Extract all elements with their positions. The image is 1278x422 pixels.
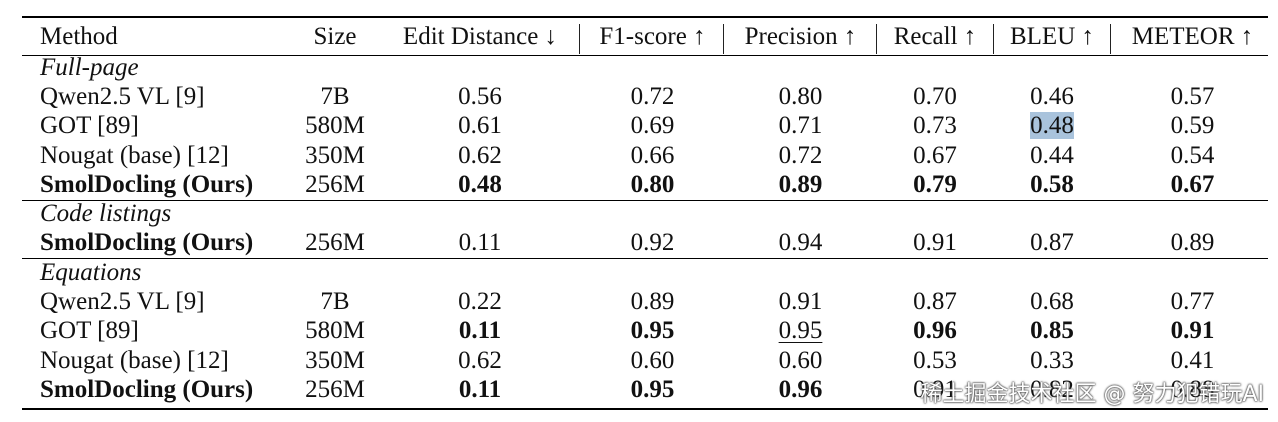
value-cell: 0.95 (630, 375, 675, 403)
value-cell: 0.96 (913, 317, 957, 345)
value-cell: 0.80 (778, 83, 823, 111)
header-separator (579, 24, 580, 54)
method-cell: SmolDocling (Ours) (40, 229, 254, 257)
value-cell: 0.60 (630, 346, 675, 374)
header-rule (22, 55, 1268, 56)
section-rule-2 (22, 258, 1268, 259)
value-cell: 0.88 (1170, 375, 1215, 403)
value-cell: 0.44 (1030, 141, 1074, 169)
value-cell: 0.62 (458, 346, 502, 374)
size-cell: 580M (305, 317, 365, 345)
value-cell: 0.87 (913, 288, 957, 316)
value-cell: 0.95 (630, 317, 675, 345)
value-cell: 0.89 (630, 288, 675, 316)
header-separator (993, 24, 994, 54)
method-cell: Qwen2.5 VL [9] (40, 288, 205, 316)
value-text: 0.48 (1030, 112, 1074, 140)
size-cell: 580M (305, 112, 365, 140)
method-cell: Nougat (base) [12] (40, 141, 229, 169)
size-cell: 256M (305, 170, 365, 198)
section-title: Code listings (40, 200, 172, 227)
value-cell: 0.67 (1170, 170, 1215, 198)
value-cell: 0.85 (1030, 317, 1074, 345)
size-cell: 256M (305, 375, 365, 403)
value-cell: 0.11 (458, 229, 502, 257)
value-cell: 0.59 (1170, 112, 1215, 140)
value-cell: 0.60 (778, 346, 823, 374)
value-cell: 0.61 (458, 112, 502, 140)
value-cell: 0.91 (778, 288, 823, 316)
column-header: Precision ↑ (744, 23, 857, 50)
value-cell: 0.54 (1170, 141, 1215, 169)
value-cell: 0.67 (913, 141, 957, 169)
value-cell: 0.56 (458, 83, 502, 111)
column-header: Size (313, 23, 357, 50)
method-cell: SmolDocling (Ours) (40, 170, 254, 198)
value-cell: 0.57 (1170, 83, 1215, 111)
value-cell: 0.73 (913, 112, 957, 140)
value-cell: 0.62 (458, 141, 502, 169)
size-cell: 350M (305, 141, 365, 169)
bottom-rule (22, 408, 1268, 410)
value-cell: 0.82 (1030, 375, 1074, 403)
value-cell: 0.94 (778, 229, 823, 257)
value-cell: 0.71 (778, 112, 823, 140)
value-cell: 0.48 (458, 170, 502, 198)
value-cell: 0.96 (778, 375, 823, 403)
method-cell: GOT [89] (40, 112, 139, 140)
size-cell: 256M (305, 229, 365, 257)
header-separator (723, 24, 724, 54)
section-title: Equations (40, 259, 142, 286)
value-cell: 0.79 (913, 170, 957, 198)
method-cell: Nougat (base) [12] (40, 346, 229, 374)
method-cell: GOT [89] (40, 317, 139, 345)
value-cell: 0.91 (1170, 317, 1215, 345)
column-header: BLEU ↑ (1009, 23, 1095, 50)
size-cell: 7B (320, 83, 350, 111)
column-header: METEOR ↑ (1131, 23, 1254, 50)
header-separator (876, 24, 877, 54)
value-cell: 0.68 (1030, 288, 1074, 316)
value-cell: 0.77 (1170, 288, 1215, 316)
column-header: F1-score ↑ (599, 23, 706, 50)
value-cell: 0.72 (778, 141, 823, 169)
value-cell: 0.11 (458, 317, 502, 345)
method-cell: Qwen2.5 VL [9] (40, 83, 205, 111)
value-cell: 0.33 (1030, 346, 1074, 374)
value-cell: 0.58 (1030, 170, 1074, 198)
value-cell: 0.91 (913, 375, 957, 403)
method-cell: SmolDocling (Ours) (40, 375, 254, 403)
value-cell: 0.70 (913, 83, 957, 111)
column-header: Method (40, 23, 118, 50)
value-cell: 0.22 (458, 288, 502, 316)
value-cell: 0.95 (728, 316, 873, 346)
value-cell: 0.92 (630, 229, 675, 257)
watermark: 稀土掘金技术社区 @ 努力犯错玩AI (920, 382, 1264, 407)
header-separator (1110, 24, 1111, 54)
value-cell: 0.91 (913, 229, 957, 257)
column-header: Edit Distance ↓ (402, 23, 558, 50)
value-text: 0.95 (778, 317, 823, 345)
value-cell: 0.89 (778, 170, 823, 198)
top-rule (22, 16, 1268, 18)
column-header: Recall ↑ (893, 23, 977, 50)
value-cell: 0.53 (913, 346, 957, 374)
value-cell: 0.66 (630, 141, 675, 169)
value-cell: 0.80 (630, 170, 675, 198)
section-title: Full-page (40, 54, 139, 81)
value-cell: 0.72 (630, 83, 675, 111)
value-cell: 0.89 (1170, 229, 1215, 257)
value-cell: 0.87 (1030, 229, 1074, 257)
value-cell: 0.69 (630, 112, 675, 140)
value-cell: 0.48 (997, 111, 1107, 141)
size-cell: 7B (320, 288, 350, 316)
value-cell: 0.11 (458, 375, 502, 403)
size-cell: 350M (305, 346, 365, 374)
value-cell: 0.41 (1170, 346, 1215, 374)
section-rule-1 (22, 200, 1268, 201)
value-cell: 0.46 (1030, 83, 1074, 111)
